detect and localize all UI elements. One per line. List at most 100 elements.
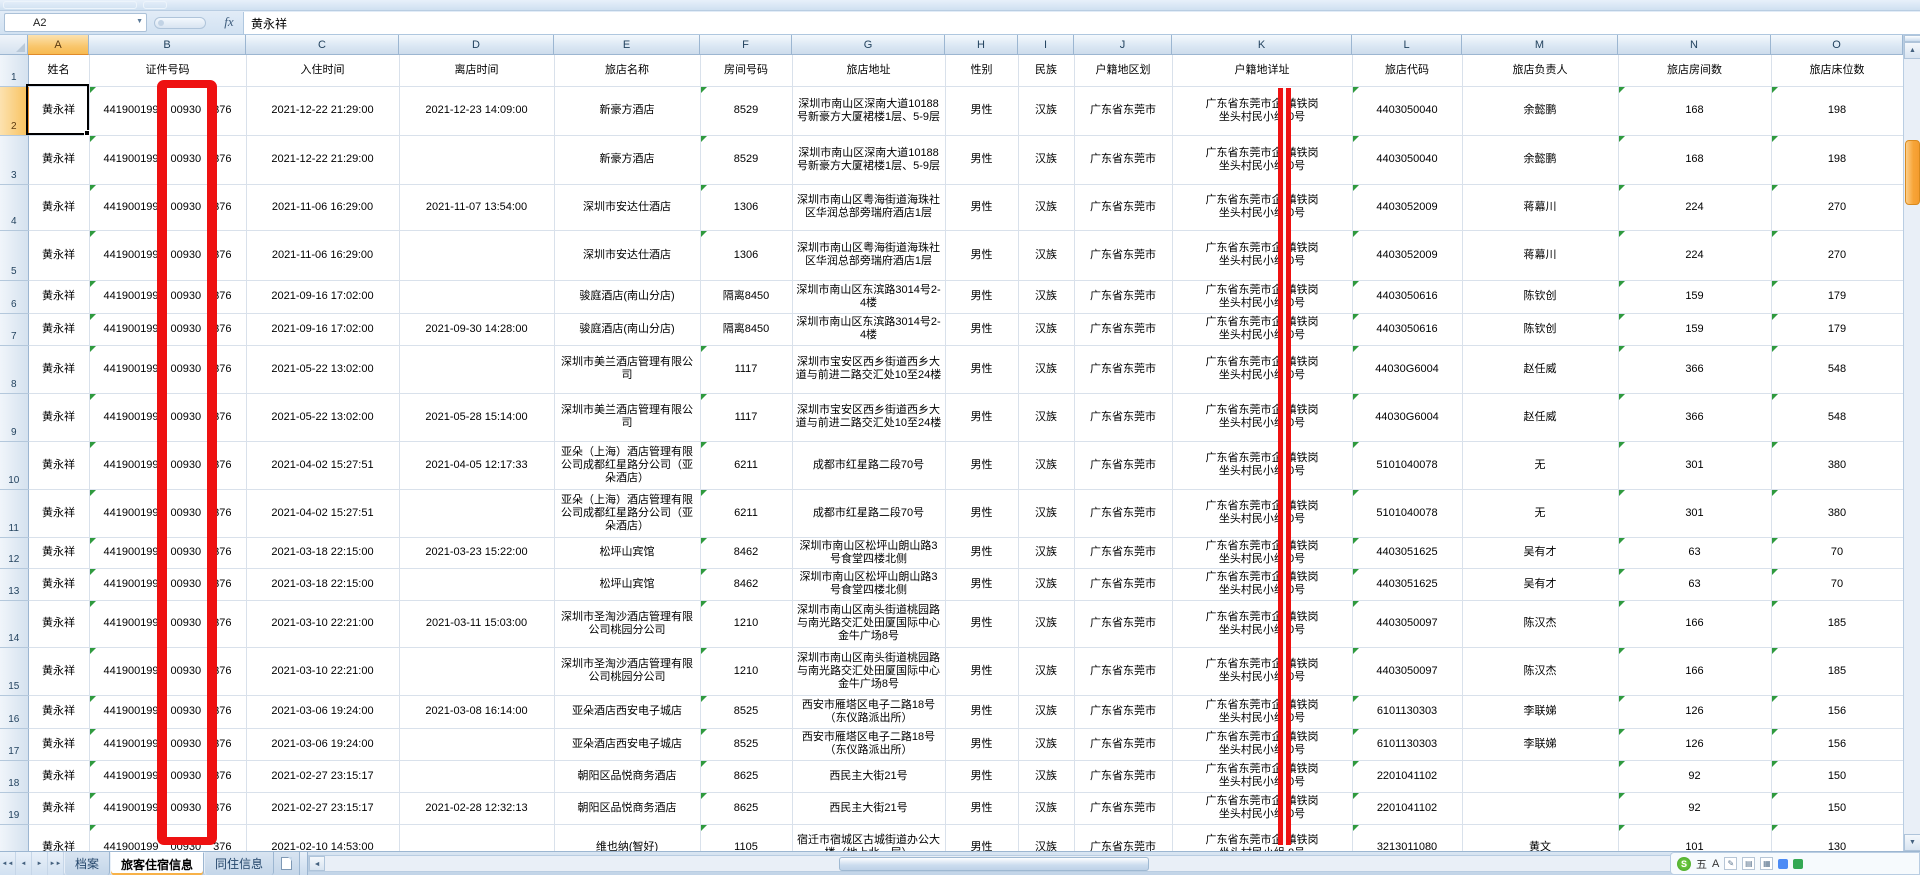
cell-N2[interactable]: 168	[1618, 86, 1772, 136]
cell-F19[interactable]: 8625	[700, 792, 793, 825]
cell-F5[interactable]: 1306	[700, 230, 793, 281]
cell-F10[interactable]: 6211	[700, 441, 793, 490]
cell-K8[interactable]: 广东省东莞市企 镇铁岗坐头村民小组 0号	[1172, 345, 1353, 394]
cell-I17[interactable]: 汉族	[1018, 728, 1075, 761]
cell-B2[interactable]: 441900199 00930 376	[89, 86, 247, 136]
cell-F7[interactable]: 隔离8450	[700, 313, 793, 346]
cell-A16[interactable]: 黄永祥	[28, 695, 90, 729]
cell-A18[interactable]: 黄永祥	[28, 760, 90, 793]
row-header-7[interactable]: 7	[0, 313, 29, 346]
vertical-scroll-thumb[interactable]	[1905, 140, 1920, 205]
cell-G17[interactable]: 西安市雁塔区电子二路18号（东仪路派出所）	[792, 728, 946, 761]
cell-M10[interactable]: 无	[1462, 441, 1619, 490]
horizontal-scroll-thumb[interactable]	[839, 857, 1150, 871]
cell-J1[interactable]: 户籍地区划	[1074, 55, 1173, 87]
cell-L16[interactable]: 6101130303	[1352, 695, 1463, 729]
cell-J13[interactable]: 广东省东莞市	[1074, 568, 1173, 601]
cell-O12[interactable]: 70	[1771, 537, 1903, 569]
cell-L15[interactable]: 4403050097	[1352, 647, 1463, 696]
cell-A5[interactable]: 黄永祥	[28, 230, 90, 281]
cell-K12[interactable]: 广东省东莞市企 镇铁岗坐头村民小组 0号	[1172, 537, 1353, 569]
cell-C4[interactable]: 2021-11-06 16:29:00	[246, 184, 400, 231]
cell-H19[interactable]: 男性	[945, 792, 1019, 825]
grid-icon[interactable]: ▦	[1760, 857, 1774, 870]
cell-M1[interactable]: 旅店负责人	[1462, 55, 1619, 87]
cell-N5[interactable]: 224	[1618, 230, 1772, 281]
cell-B9[interactable]: 441900199 00930 376	[89, 393, 247, 442]
cell-B13[interactable]: 441900199 00930 376	[89, 568, 247, 601]
row-header-16[interactable]: 16	[0, 695, 29, 729]
cell-K6[interactable]: 广东省东莞市企 镇铁岗坐头村民小组 0号	[1172, 280, 1353, 314]
cell-D1[interactable]: 离店时间	[399, 55, 555, 87]
cell-M16[interactable]: 李联娣	[1462, 695, 1619, 729]
cell-O8[interactable]: 548	[1771, 345, 1903, 394]
row-header-18[interactable]: 18	[0, 760, 29, 793]
ime-toolbar[interactable]: S 五 A ✎ ▤ ▦	[1670, 852, 1920, 875]
cell-I9[interactable]: 汉族	[1018, 393, 1075, 442]
cell-L7[interactable]: 4403050616	[1352, 313, 1463, 346]
cell-O6[interactable]: 179	[1771, 280, 1903, 314]
cell-O1[interactable]: 旅店床位数	[1771, 55, 1903, 87]
first-sheet-button[interactable]: ◄◄	[0, 852, 16, 875]
cell-H12[interactable]: 男性	[945, 537, 1019, 569]
cell-A6[interactable]: 黄永祥	[28, 280, 90, 314]
row-header-13[interactable]: 13	[0, 568, 29, 601]
cell-N3[interactable]: 168	[1618, 135, 1772, 185]
cell-J11[interactable]: 广东省东莞市	[1074, 489, 1173, 538]
cell-G3[interactable]: 深圳市南山区深南大道10188号新豪方大厦裙楼1层、5-9层	[792, 135, 946, 185]
cell-C3[interactable]: 2021-12-22 21:29:00	[246, 135, 400, 185]
cell-F20[interactable]: 1105	[700, 824, 793, 851]
cell-N18[interactable]: 92	[1618, 760, 1772, 793]
cell-J14[interactable]: 广东省东莞市	[1074, 600, 1173, 648]
cell-K19[interactable]: 广东省东莞市企 镇铁岗坐头村民小组 0号	[1172, 792, 1353, 825]
cell-N17[interactable]: 126	[1618, 728, 1772, 761]
cell-C12[interactable]: 2021-03-18 22:15:00	[246, 537, 400, 569]
cell-N16[interactable]: 126	[1618, 695, 1772, 729]
cell-B11[interactable]: 441900199 00930 376	[89, 489, 247, 538]
cell-I3[interactable]: 汉族	[1018, 135, 1075, 185]
cell-H11[interactable]: 男性	[945, 489, 1019, 538]
cell-G20[interactable]: 宿迁市宿城区古城街道办公大楼（地上北、层）	[792, 824, 946, 851]
cell-C2[interactable]: 2021-12-22 21:29:00	[246, 86, 400, 136]
cell-J3[interactable]: 广东省东莞市	[1074, 135, 1173, 185]
cell-C14[interactable]: 2021-03-10 22:21:00	[246, 600, 400, 648]
cell-D12[interactable]: 2021-03-23 15:22:00	[399, 537, 555, 569]
cell-K15[interactable]: 广东省东莞市企 镇铁岗坐头村民小组 0号	[1172, 647, 1353, 696]
last-sheet-button[interactable]: ►►	[48, 852, 64, 875]
cell-C9[interactable]: 2021-05-22 13:02:00	[246, 393, 400, 442]
cell-E5[interactable]: 深圳市安达仕酒店	[554, 230, 701, 281]
keyboard-icon[interactable]: ▤	[1742, 857, 1756, 870]
cell-G5[interactable]: 深圳市南山区粤海街道海珠社区华润总部旁瑞府酒店1层	[792, 230, 946, 281]
cell-H5[interactable]: 男性	[945, 230, 1019, 281]
column-header-G[interactable]: G	[792, 35, 945, 55]
column-header-O[interactable]: O	[1771, 35, 1903, 55]
cell-E3[interactable]: 新豪方酒店	[554, 135, 701, 185]
row-header-3[interactable]: 3	[0, 135, 29, 185]
tray-icon-green[interactable]	[1793, 858, 1804, 869]
row-header-14[interactable]: 14	[0, 600, 29, 648]
cell-C19[interactable]: 2021-02-27 23:15:17	[246, 792, 400, 825]
cell-K10[interactable]: 广东省东莞市企 镇铁岗坐头村民小组 0号	[1172, 441, 1353, 490]
cell-K9[interactable]: 广东省东莞市企 镇铁岗坐头村民小组 0号	[1172, 393, 1353, 442]
cell-O17[interactable]: 156	[1771, 728, 1903, 761]
ime-mode-label[interactable]: 五	[1696, 858, 1707, 871]
cell-M12[interactable]: 吴有才	[1462, 537, 1619, 569]
name-box-dropdown-icon[interactable]: ▼	[136, 18, 143, 25]
sheet-tab-2[interactable]: 旅客住宿信息	[110, 852, 205, 875]
column-header-C[interactable]: C	[246, 35, 399, 55]
column-header-B[interactable]: B	[89, 35, 246, 55]
cell-C11[interactable]: 2021-04-02 15:27:51	[246, 489, 400, 538]
cell-I6[interactable]: 汉族	[1018, 280, 1075, 314]
cell-D6[interactable]	[399, 280, 555, 314]
cell-H1[interactable]: 性别	[945, 55, 1019, 87]
cell-A9[interactable]: 黄永祥	[28, 393, 90, 442]
cell-K7[interactable]: 广东省东莞市企 镇铁岗坐头村民小组 0号	[1172, 313, 1353, 346]
cell-I5[interactable]: 汉族	[1018, 230, 1075, 281]
insert-worksheet-tab[interactable]	[274, 852, 301, 875]
cell-A4[interactable]: 黄永祥	[28, 184, 90, 231]
column-header-D[interactable]: D	[399, 35, 554, 55]
cell-J10[interactable]: 广东省东莞市	[1074, 441, 1173, 490]
cell-N9[interactable]: 366	[1618, 393, 1772, 442]
cell-H9[interactable]: 男性	[945, 393, 1019, 442]
next-sheet-button[interactable]: ►	[32, 852, 48, 875]
